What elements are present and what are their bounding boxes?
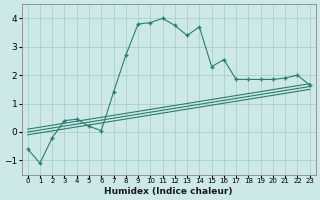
X-axis label: Humidex (Indice chaleur): Humidex (Indice chaleur) [104,187,233,196]
